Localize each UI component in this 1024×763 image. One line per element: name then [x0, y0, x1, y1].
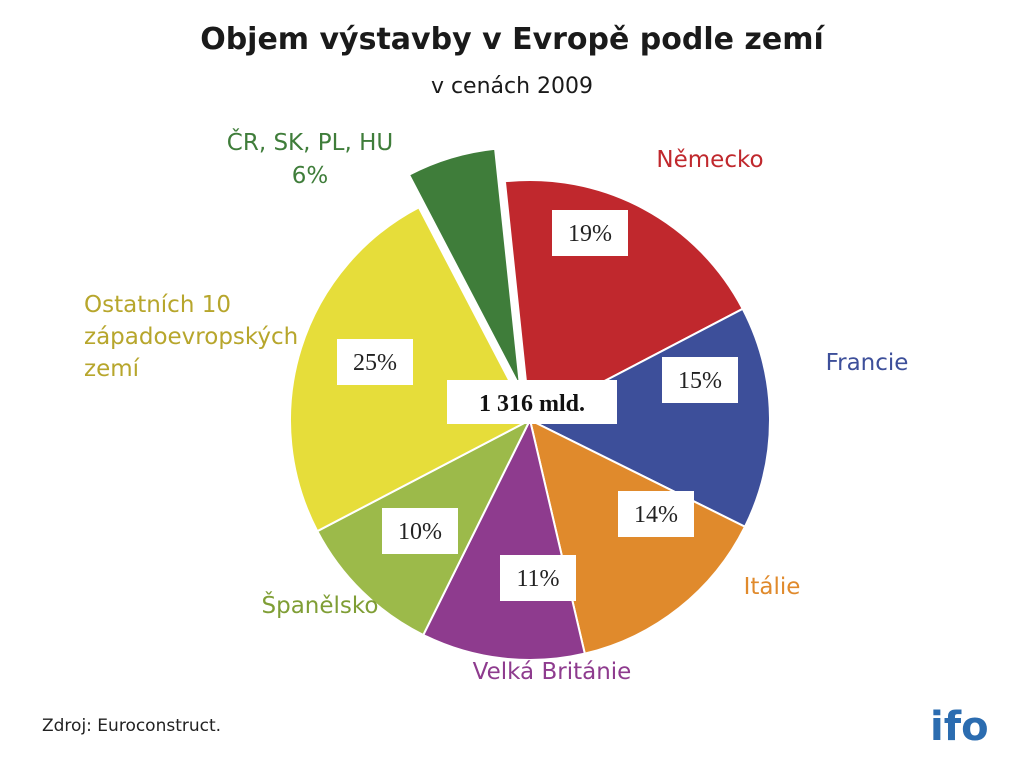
ifo-logo: ifo [930, 704, 989, 748]
chart-title: Objem výstavby v Evropě podle zemí [200, 22, 824, 57]
pct-label-5: 10% [398, 519, 442, 545]
pct-box-2 [662, 357, 738, 403]
pie-slice-7 [407, 147, 522, 388]
pct-label-4: 11% [516, 566, 559, 592]
category-label-6: Ostatních 10 západoevropských zemí [84, 292, 298, 382]
pct-label-3: 14% [634, 502, 678, 528]
total-box [447, 380, 617, 424]
pct-box-5 [382, 508, 458, 554]
source-note: Zdroj: Euroconstruct. [42, 716, 222, 736]
category-label-7: ČR, SK, PL, HU 6% [227, 128, 393, 189]
pct-box-1 [552, 210, 628, 256]
pct-box-3 [618, 491, 694, 537]
pct-label-1: 19% [568, 221, 612, 247]
pct-box-4 [500, 555, 576, 601]
category-label-1: Německo [656, 147, 763, 173]
chart-subtitle: v cenách 2009 [430, 74, 594, 99]
category-label-4: Velká Británie [473, 659, 632, 685]
pct-label-2: 15% [678, 368, 722, 394]
category-label-2: Francie [826, 350, 909, 376]
category-label-3: Itálie [744, 574, 801, 600]
pct-box-6 [337, 339, 413, 385]
total-label: 1 316 mld. [479, 391, 585, 417]
pct-label-6: 25% [353, 350, 397, 376]
category-label-5: Španělsko [262, 591, 379, 619]
svg-text:ifo: ifo [930, 704, 989, 748]
